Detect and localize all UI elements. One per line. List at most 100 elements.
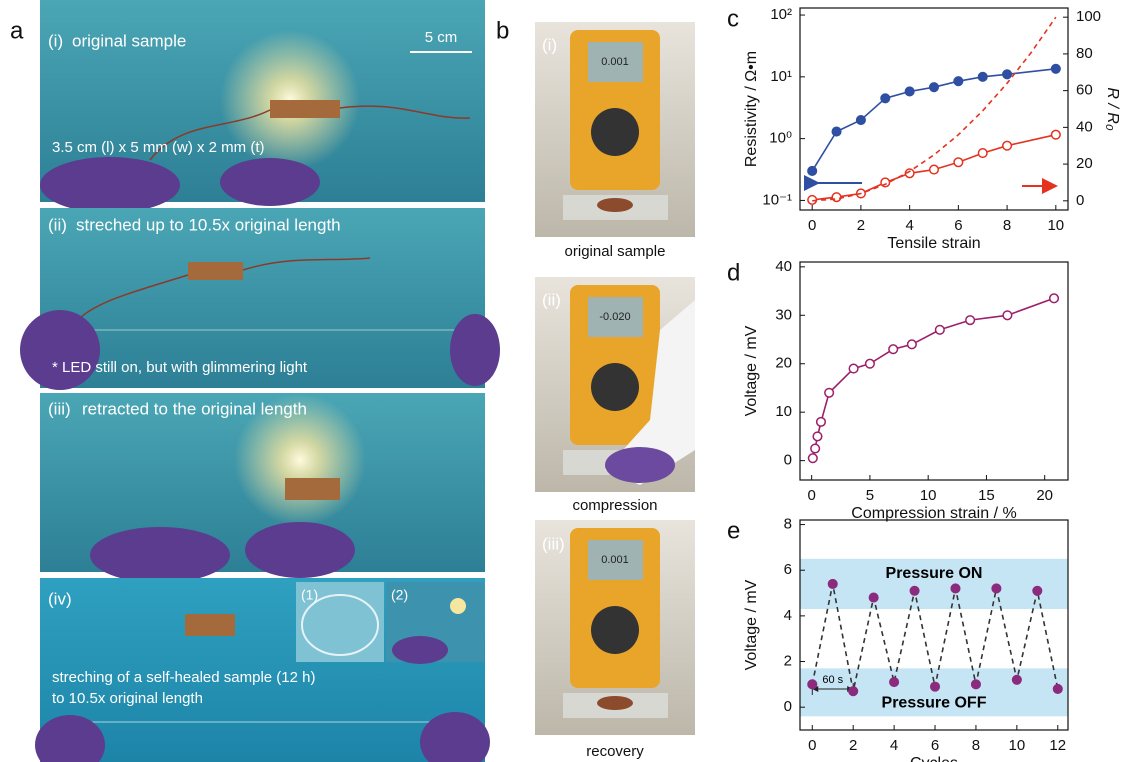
display-text: 0.001: [601, 56, 629, 68]
data-point: [815, 416, 827, 427]
data-point: [1002, 69, 1013, 80]
data-point: [807, 679, 818, 690]
y2-tick-label: 0: [1076, 192, 1084, 209]
data-point: [880, 93, 891, 104]
photo-label: (ii): [48, 215, 67, 234]
x-tick-label: 0: [808, 737, 816, 754]
span-label: 60 s: [822, 674, 843, 686]
data-point: [906, 339, 917, 350]
x-axis-label: Tensile strain: [887, 235, 980, 252]
data-point: [965, 315, 976, 326]
data-point: [864, 358, 875, 369]
photo-note: * LED still on, but with glimmering ligh…: [52, 359, 308, 376]
data-point: [848, 363, 859, 374]
x-tick-label: 2: [849, 737, 857, 754]
y-tick-label: 0: [784, 452, 792, 469]
data-point: [831, 126, 842, 137]
photo-label: (i): [542, 35, 557, 54]
x-axis-label: Cycles: [910, 755, 958, 762]
data-point: [953, 157, 964, 168]
data-point: [977, 71, 988, 82]
photo-caption: original sample: [565, 243, 666, 260]
data-point: [904, 86, 915, 97]
data-point: [831, 192, 842, 203]
y-tick-label: 10²: [770, 6, 792, 23]
photo-caption: compression: [572, 497, 657, 514]
panel-letter: c: [727, 5, 739, 32]
photo-note: 3.5 cm (l) x 5 mm (w) x 2 mm (t): [52, 139, 265, 156]
y2-tick-label: 80: [1076, 45, 1093, 62]
x-tick-label: 12: [1049, 737, 1066, 754]
data-point: [909, 585, 920, 596]
panel-letter: a: [10, 17, 24, 44]
x-tick-label: 4: [890, 737, 898, 754]
data-point: [970, 679, 981, 690]
x-tick-label: 6: [954, 217, 962, 234]
data-point: [1002, 140, 1013, 151]
photo: [535, 520, 695, 735]
y-tick-label: 10⁻¹: [762, 191, 792, 208]
x-tick-label: 10: [920, 487, 937, 504]
y-tick-label: 2: [784, 652, 792, 669]
photo-title: streching of a self-healed sample (12 h): [52, 669, 315, 686]
inset-label: (1): [301, 587, 318, 603]
y2-axis-label: R / R₀: [1104, 87, 1121, 130]
y-tick-label: 6: [784, 561, 792, 578]
x-axis-label: Compression strain / %: [851, 505, 1016, 522]
data-point: [888, 344, 899, 355]
data-point: [810, 443, 821, 454]
data-point: [991, 583, 1002, 594]
data-point: [855, 114, 866, 126]
data-point: [904, 168, 915, 179]
photo-label: (iii): [48, 399, 71, 418]
data-point: [1052, 683, 1063, 694]
x-tick-label: 10: [1047, 217, 1064, 234]
data-point: [953, 76, 964, 87]
data-point: [812, 431, 823, 442]
data-point: [1011, 674, 1022, 685]
plot-frame: [799, 519, 1069, 731]
data-point: [889, 677, 900, 688]
photo-title: streched up to 10.5x original length: [76, 215, 341, 234]
photo: [535, 277, 695, 492]
y-tick-label: 10⁰: [769, 130, 792, 147]
data-point: [928, 164, 940, 175]
photo: [40, 393, 485, 583]
y-tick-label: 0: [784, 698, 792, 715]
photo-title: retracted to the original length: [82, 399, 307, 418]
y2-tick-label: 20: [1076, 155, 1093, 172]
y-tick-label: 20: [775, 355, 792, 372]
display-text: -0.020: [599, 311, 630, 323]
x-tick-label: 10: [1009, 737, 1026, 754]
data-point: [929, 681, 941, 692]
photo-label: (iii): [542, 534, 565, 553]
photo-title: original sample: [72, 31, 186, 50]
x-tick-label: 8: [972, 737, 980, 754]
data-point: [1002, 310, 1013, 321]
data-point: [1050, 129, 1061, 140]
y-tick-label: 4: [784, 607, 792, 624]
x-tick-label: 20: [1036, 487, 1053, 504]
band-label: Pressure ON: [886, 565, 983, 582]
panel-letter: d: [727, 259, 740, 286]
x-tick-label: 0: [807, 487, 815, 504]
data-point: [977, 148, 988, 159]
scale-label: 5 cm: [425, 29, 458, 46]
x-tick-label: 2: [857, 217, 865, 234]
y2-tick-label: 60: [1076, 82, 1093, 99]
panel-letter: b: [496, 17, 509, 44]
series-line: [812, 133, 1056, 201]
y-axis-label: Resistivity / Ω•m: [743, 51, 760, 167]
x-tick-label: 0: [808, 217, 816, 234]
plot-frame: [799, 7, 1069, 211]
x-tick-label: 5: [866, 487, 874, 504]
data-point: [928, 82, 940, 93]
y-axis-label: Voltage / mV: [743, 325, 760, 416]
x-tick-label: 4: [905, 217, 913, 234]
data-point: [807, 165, 818, 176]
panel-letter: e: [727, 517, 740, 544]
band: [800, 668, 1068, 717]
data-point: [807, 453, 818, 464]
y2-tick-label: 40: [1076, 118, 1093, 135]
